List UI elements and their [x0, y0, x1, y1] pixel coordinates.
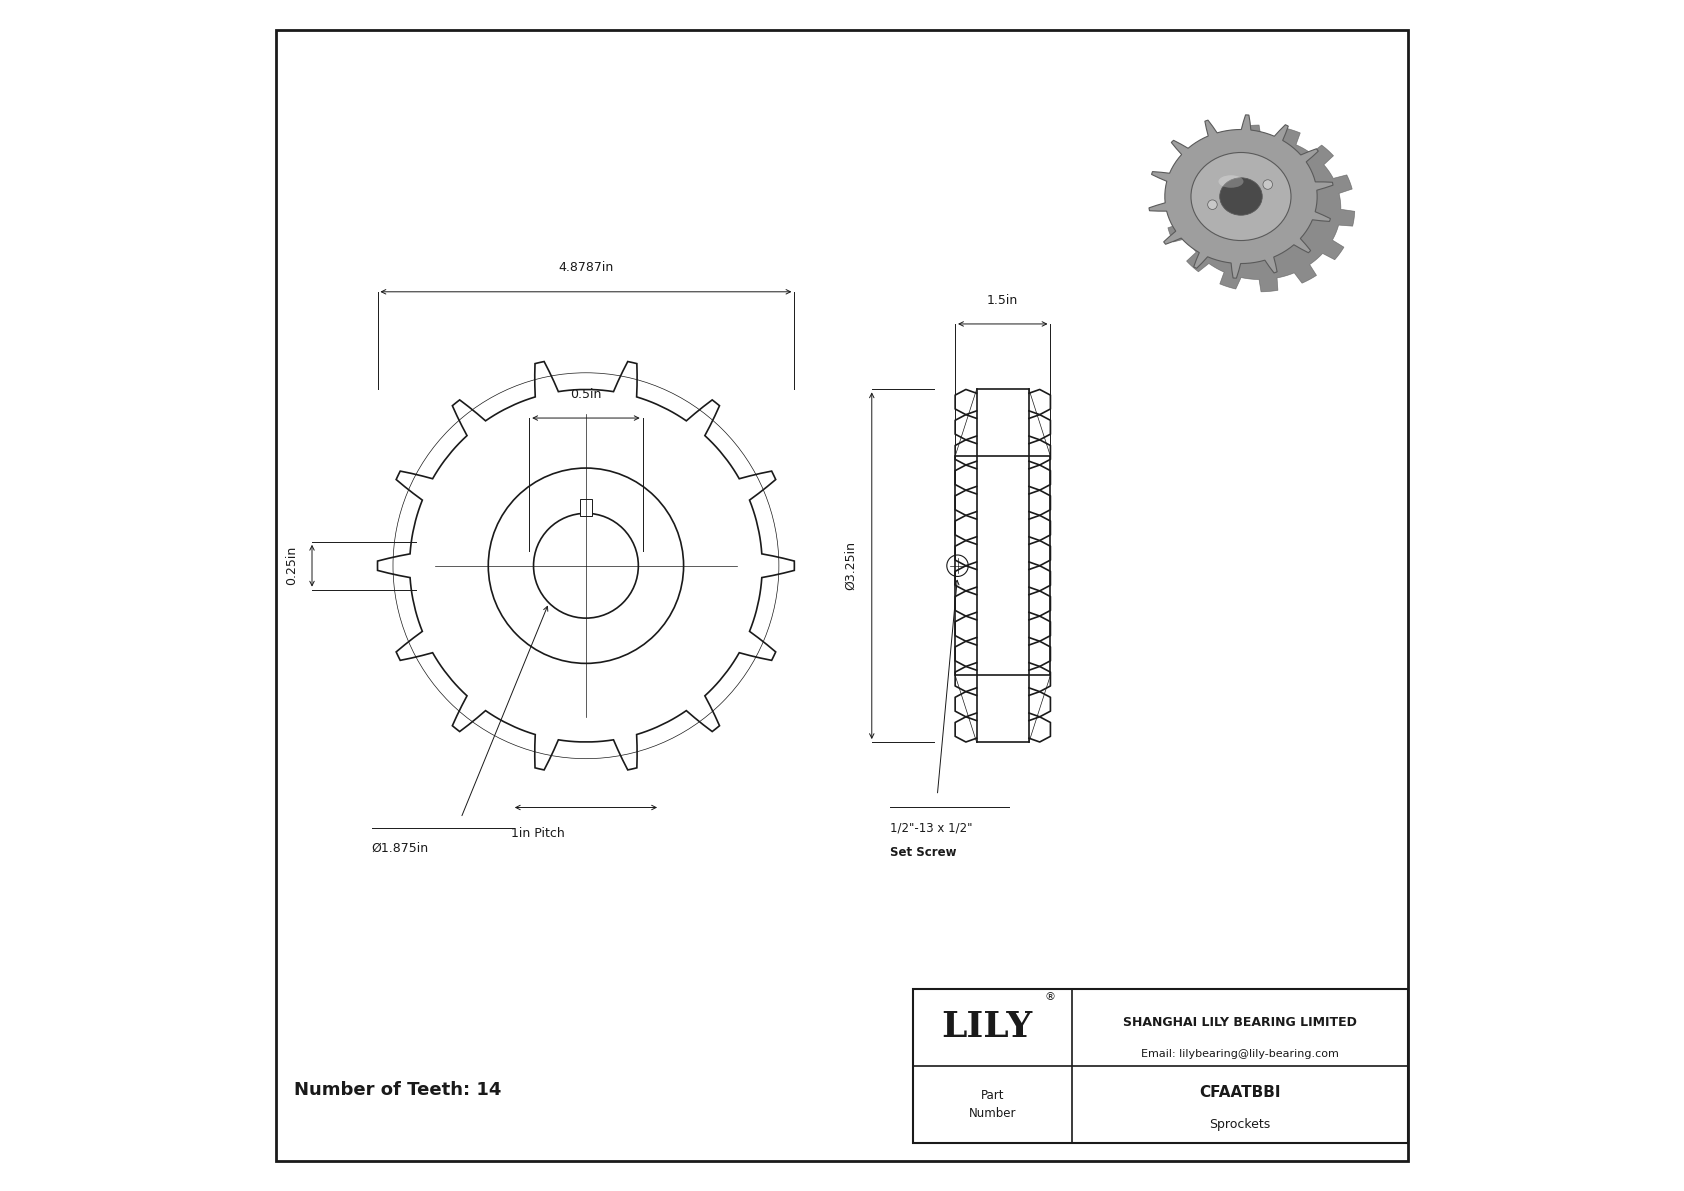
Text: Number of Teeth: 14: Number of Teeth: 14: [295, 1080, 502, 1099]
Text: Ø3.25in: Ø3.25in: [844, 541, 857, 591]
Ellipse shape: [1219, 177, 1263, 216]
Bar: [913, 989, 1408, 1143]
Circle shape: [1263, 180, 1273, 189]
Text: CFAATBBI: CFAATBBI: [1199, 1085, 1280, 1099]
Text: Email: lilybearing@lily-bearing.com: Email: lilybearing@lily-bearing.com: [1140, 1048, 1339, 1059]
Text: Sprockets: Sprockets: [1209, 1118, 1270, 1131]
Text: Ø1.875in: Ø1.875in: [372, 842, 429, 855]
Text: SHANGHAI LILY BEARING LIMITED: SHANGHAI LILY BEARING LIMITED: [1123, 1016, 1357, 1029]
Polygon shape: [1191, 152, 1211, 252]
Text: 0.25in: 0.25in: [285, 547, 298, 585]
Bar: [913, 989, 1408, 1143]
Text: LILY: LILY: [941, 1010, 1032, 1045]
Bar: [955, 456, 1051, 675]
Bar: [579, 499, 591, 516]
Text: Part
Number: Part Number: [968, 1089, 1015, 1121]
Text: Set Screw: Set Screw: [889, 846, 957, 859]
Circle shape: [1207, 200, 1218, 210]
Text: 1.5in: 1.5in: [987, 294, 1019, 307]
Text: 0.5in: 0.5in: [571, 388, 601, 401]
Polygon shape: [1165, 125, 1354, 292]
Ellipse shape: [1191, 152, 1292, 241]
Text: 4.8787in: 4.8787in: [559, 261, 613, 274]
Ellipse shape: [1219, 175, 1243, 188]
Text: 1in Pitch: 1in Pitch: [512, 827, 566, 840]
Polygon shape: [1148, 114, 1334, 279]
Text: 1/2"-13 x 1/2": 1/2"-13 x 1/2": [889, 822, 972, 835]
Text: ®: ®: [1044, 992, 1056, 1003]
